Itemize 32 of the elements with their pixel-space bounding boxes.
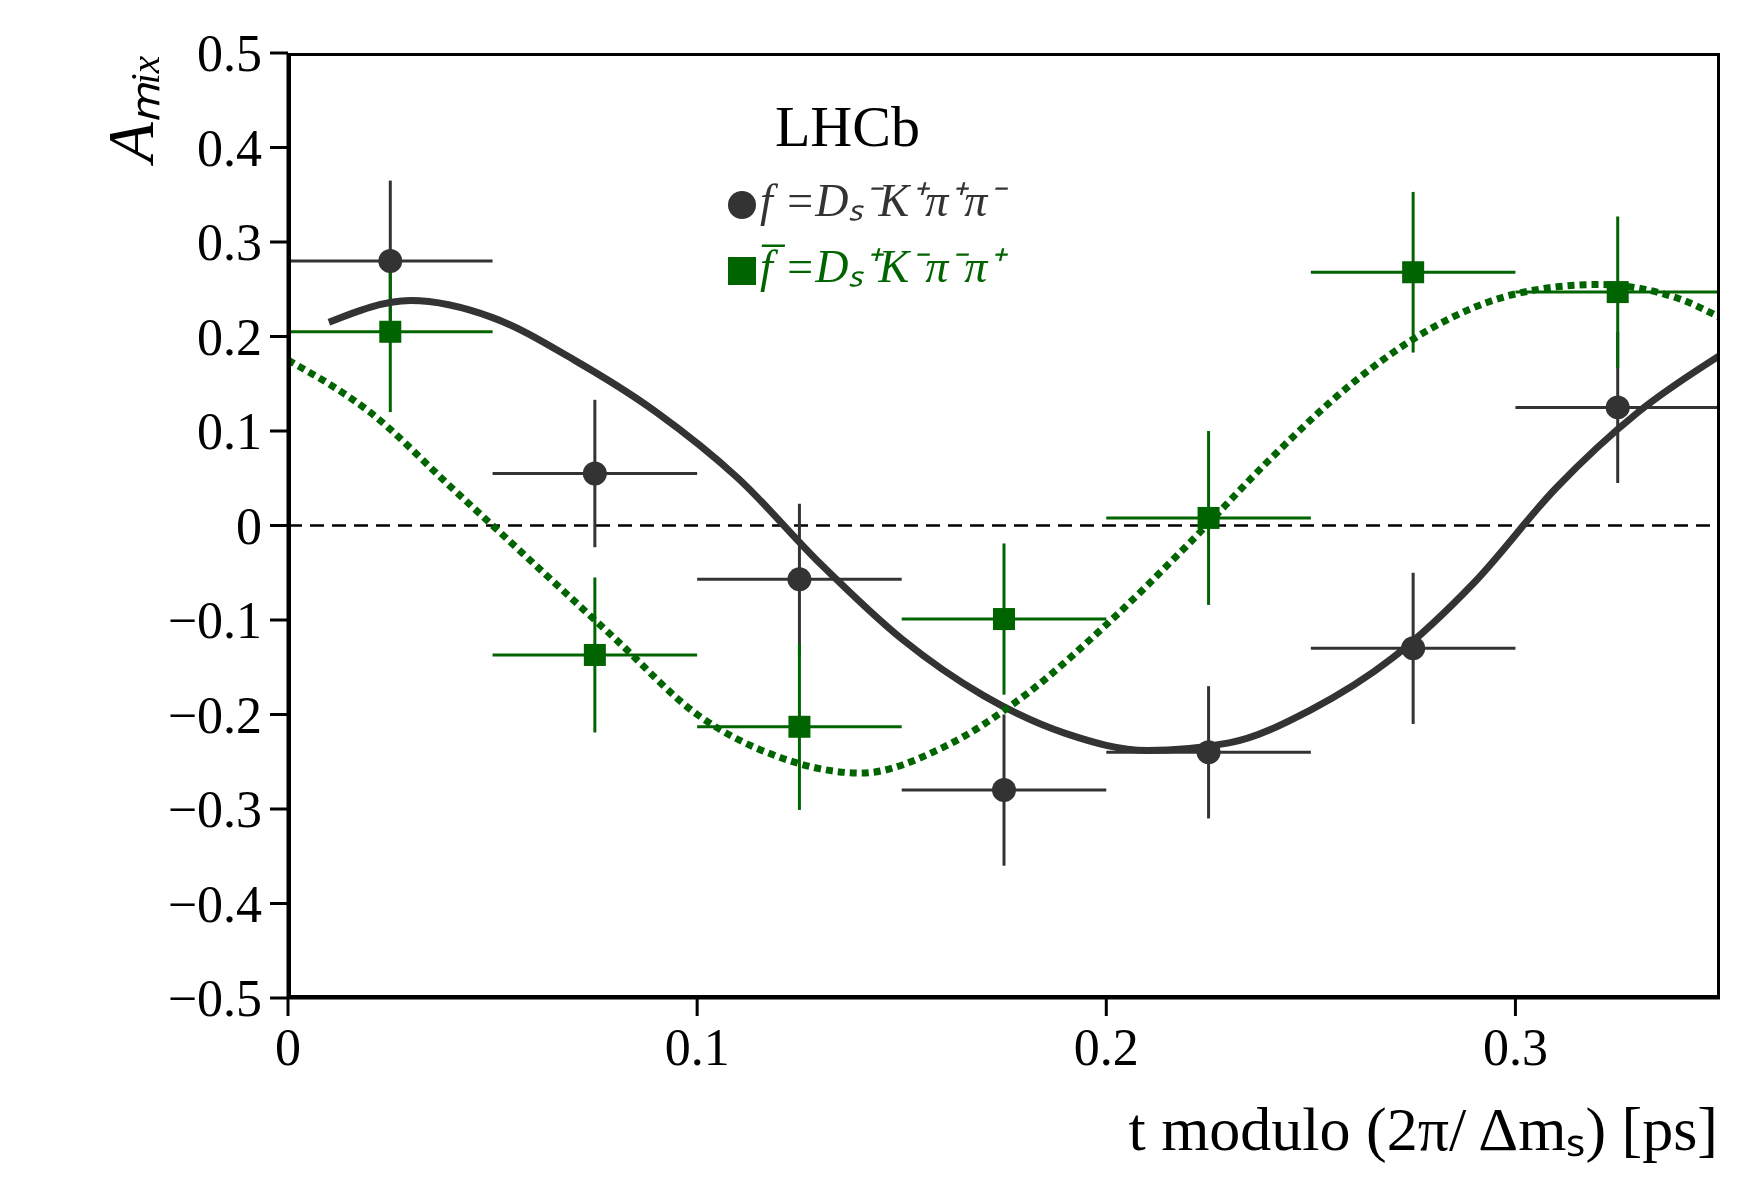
y-tick-label: −0.5 — [167, 970, 262, 1028]
y-tick-label: −0.3 — [167, 781, 262, 839]
y-tick-label: 0 — [236, 497, 262, 555]
point — [378, 248, 403, 273]
point — [1605, 395, 1630, 420]
y-tick-label: −0.4 — [167, 875, 262, 933]
y-tick-label: −0.1 — [167, 592, 262, 650]
y-axis-title: Aₘᵢₓ — [94, 53, 167, 167]
y-tick-label: 0.1 — [197, 403, 262, 461]
y-tick-label: 0.5 — [197, 25, 262, 83]
x-tick-label: 0.2 — [1073, 1018, 1139, 1076]
point — [787, 567, 812, 592]
point — [583, 643, 606, 666]
annotation: LHCb — [774, 93, 920, 160]
point — [1606, 281, 1629, 304]
point — [1402, 261, 1425, 284]
point — [1197, 506, 1220, 529]
y-tick-label: 0.2 — [197, 308, 262, 366]
point — [993, 608, 1015, 631]
point — [379, 320, 402, 343]
y-tick-label: 0.4 — [197, 119, 262, 177]
point — [788, 715, 811, 738]
point — [1401, 636, 1426, 661]
y-tick-label: 0.3 — [197, 214, 262, 272]
x-tick-label: 0.3 — [1482, 1018, 1548, 1076]
point — [582, 461, 607, 486]
x-tick-label: 0 — [275, 1018, 301, 1076]
x-tick-label: 0.1 — [664, 1018, 730, 1076]
y-tick-label: −0.2 — [167, 686, 262, 744]
point — [1196, 740, 1221, 765]
x-axis-title: t modulo (2π/ Δmₛ) [ps] — [1128, 1095, 1718, 1164]
point — [992, 778, 1016, 803]
